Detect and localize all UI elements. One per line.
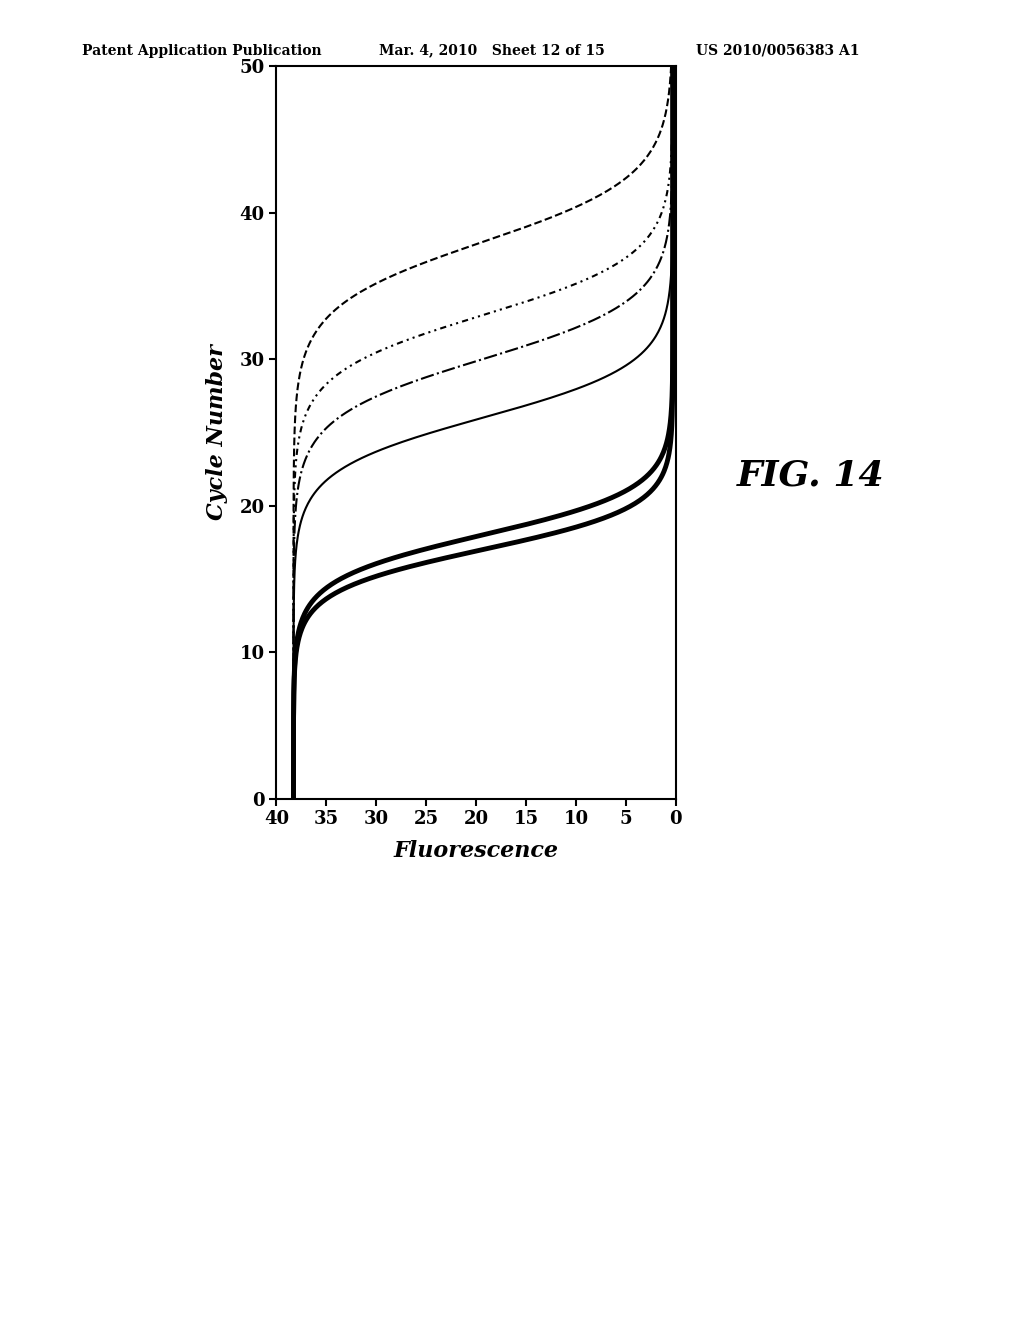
Text: Mar. 4, 2010   Sheet 12 of 15: Mar. 4, 2010 Sheet 12 of 15 [379, 44, 604, 58]
Y-axis label: Cycle Number: Cycle Number [206, 345, 228, 520]
Text: FIG. 14: FIG. 14 [737, 458, 885, 492]
Text: US 2010/0056383 A1: US 2010/0056383 A1 [696, 44, 860, 58]
Text: Patent Application Publication: Patent Application Publication [82, 44, 322, 58]
X-axis label: Fluorescence: Fluorescence [393, 840, 559, 862]
